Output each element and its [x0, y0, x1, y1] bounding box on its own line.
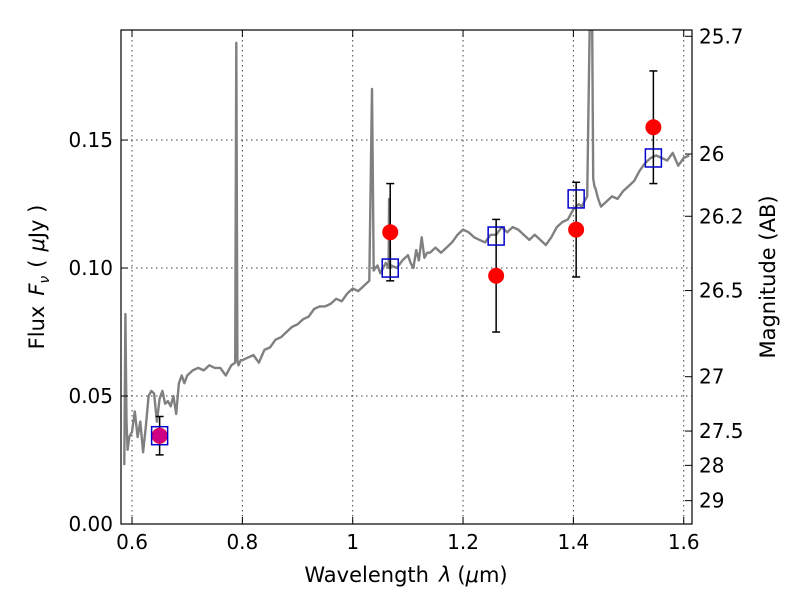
observed-point	[645, 119, 662, 136]
x-tick-label: 0.6	[116, 530, 148, 554]
magnitude-tick-label: 26.2	[699, 204, 744, 228]
model-photometry-point	[567, 189, 585, 209]
magnitude-tick-label: 27	[699, 365, 724, 389]
magnitude-tick-labels: 25.7 26 26.2 26.5 27 27.5 28 29	[699, 24, 744, 512]
x-tick-label: 1.6	[668, 530, 700, 554]
model-spectrum-layer	[123, 30, 690, 466]
y-tick-label: 0.05	[68, 384, 113, 408]
axis-ticks	[121, 30, 692, 525]
x-tick-label: 1.2	[447, 530, 479, 554]
y2-axis-title: Magnitude (AB)	[756, 195, 780, 358]
observed-point	[382, 224, 399, 241]
magnitude-tick-label: 27.5	[699, 419, 744, 443]
model-photometry-points	[150, 148, 663, 446]
magnitude-tick-label: 26	[699, 142, 724, 166]
model-photometry-point	[381, 258, 399, 278]
overlap-point	[152, 428, 168, 444]
y-tick-label: 0.15	[68, 128, 113, 152]
x-tick-labels: 0.6 0.8 1 1.2 1.4 1.6	[116, 530, 700, 554]
model-spectrum-line	[123, 30, 690, 466]
magnitude-tick-label: 28	[699, 453, 724, 477]
y-axis-title: FluxFν(μJy )	[25, 205, 53, 350]
magnitude-tick-label: 26.5	[699, 279, 744, 303]
x-tick-label: 1	[346, 530, 359, 554]
model-photometry-point	[487, 226, 505, 246]
observed-point	[488, 267, 505, 284]
plot-background	[121, 30, 692, 524]
observed-point	[568, 221, 585, 238]
magnitude-tick-label: 29	[699, 489, 724, 513]
y-tick-label: 0.10	[68, 256, 113, 280]
model-photometry-point	[150, 425, 169, 446]
magnitude-tick-label: 25.7	[699, 24, 744, 48]
x-tick-label: 1.4	[557, 530, 589, 554]
x-axis-title: Wavelength λ (μm)	[304, 563, 507, 587]
y-tick-label: 0.00	[68, 512, 113, 536]
model-photometry-point	[644, 148, 663, 168]
y-tick-labels: 0.00 0.05 0.10 0.15	[68, 128, 113, 536]
plot-frame	[120, 29, 693, 525]
x-tick-label: 0.8	[226, 530, 258, 554]
